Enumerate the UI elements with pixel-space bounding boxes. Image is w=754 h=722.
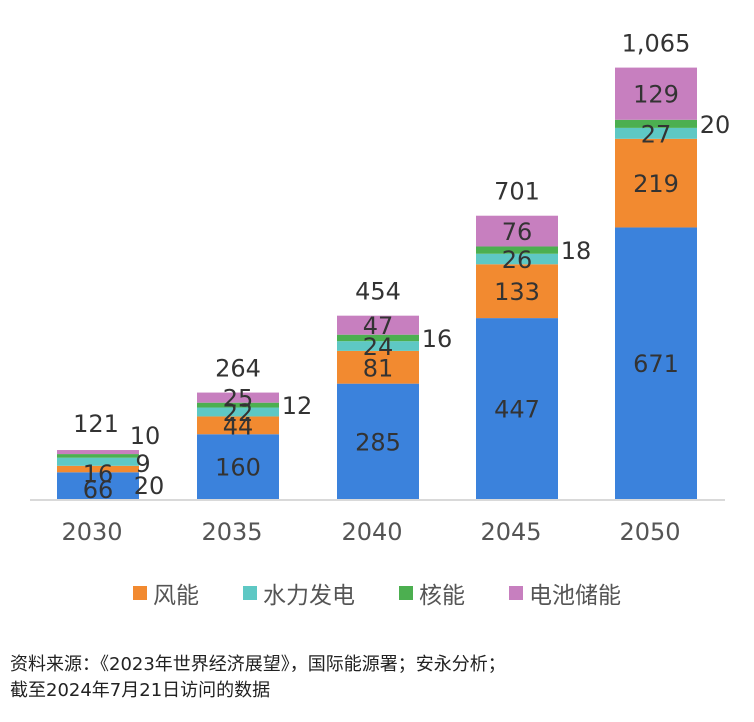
legend-item-wind: 风能 <box>133 576 199 610</box>
source-note: 资料来源：《2023年世界经济展望》，国际能源署；安永分析； 截至2024年7月… <box>10 652 506 704</box>
bar-segment-电池储能-2050 <box>615 67 697 120</box>
total-label: 264 <box>215 355 261 383</box>
segment-label: 9 <box>135 450 150 478</box>
x-tick-label: 2035 <box>201 518 262 546</box>
segment-label: 160 <box>215 454 261 482</box>
segment-label: 27 <box>641 120 672 148</box>
legend-swatch-hydro <box>243 586 257 600</box>
bar-segment-电池储能-2035 <box>197 392 279 403</box>
segment-label: 81 <box>363 354 394 382</box>
segment-label: 24 <box>363 333 394 361</box>
x-tick-label: 2050 <box>619 518 680 546</box>
segment-label: 26 <box>502 246 533 274</box>
legend-item-nuclear: 核能 <box>399 576 465 610</box>
legend-label-hydro: 水力发电 <box>263 583 355 609</box>
bar-segment-水力发电-2030 <box>57 457 139 466</box>
bar-segment-核能-2050 <box>615 119 697 128</box>
segment-label: 22 <box>223 399 254 427</box>
bar-segment-blue-2045 <box>476 318 558 499</box>
segment-label: 18 <box>561 237 592 265</box>
source-line-1: 资料来源：《2023年世界经济展望》，国际能源署；安永分析； <box>10 654 506 675</box>
total-label: 121 <box>73 410 119 438</box>
segment-label: 76 <box>502 218 533 246</box>
bar-segment-blue-2050 <box>615 227 697 499</box>
bar-segment-水力发电-2035 <box>197 407 279 417</box>
legend-item-hydro: 水力发电 <box>243 576 355 610</box>
segment-label: 671 <box>633 350 679 378</box>
segment-label: 44 <box>223 412 254 440</box>
total-label: 454 <box>355 278 401 306</box>
legend-swatch-wind <box>133 586 147 600</box>
segment-label: 129 <box>633 81 679 109</box>
bar-segment-blue-2030 <box>57 472 139 499</box>
segment-label: 66 <box>83 476 114 504</box>
segment-label: 20 <box>700 111 731 139</box>
segment-label: 285 <box>355 428 401 456</box>
segment-label: 133 <box>494 278 540 306</box>
x-tick-label: 2040 <box>341 518 402 546</box>
source-line-2: 截至2024年7月21日访问的数据 <box>10 680 271 701</box>
bar-segment-核能-2040 <box>337 334 419 342</box>
legend-label-wind: 风能 <box>153 583 199 609</box>
x-tick-label: 2045 <box>480 518 541 546</box>
segment-label: 16 <box>422 325 453 353</box>
bar-segment-电池储能-2040 <box>337 315 419 335</box>
bar-segment-核能-2030 <box>57 454 139 458</box>
bar-segment-blue-2040 <box>337 383 419 499</box>
bar-segment-blue-2035 <box>197 434 279 499</box>
legend-item-battery: 电池储能 <box>509 576 621 610</box>
segment-label: 12 <box>282 392 313 420</box>
bar-segment-水力发电-2040 <box>337 341 419 351</box>
bar-segment-风能-2030 <box>57 465 139 473</box>
bar-segment-核能-2045 <box>476 246 558 254</box>
x-tick-label: 2030 <box>61 518 122 546</box>
bar-segment-风能-2040 <box>337 350 419 384</box>
segment-label: 20 <box>134 472 165 500</box>
segment-label: 16 <box>83 460 114 488</box>
legend-label-nuclear: 核能 <box>419 583 465 609</box>
legend-swatch-nuclear <box>399 586 413 600</box>
bar-segment-风能-2045 <box>476 264 558 319</box>
bar-segment-电池储能-2030 <box>57 450 139 455</box>
bar-segment-水力发电-2050 <box>615 127 697 139</box>
legend-swatch-battery <box>509 586 523 600</box>
bar-segment-核能-2035 <box>197 402 279 408</box>
legend-label-battery: 电池储能 <box>529 583 621 609</box>
total-label: 701 <box>494 178 540 206</box>
segment-label: 10 <box>130 422 161 450</box>
segment-label: 47 <box>363 312 394 340</box>
bar-segment-风能-2050 <box>615 138 697 228</box>
bar-segment-电池储能-2045 <box>476 215 558 247</box>
segment-label: 219 <box>633 170 679 198</box>
segment-label: 25 <box>223 385 254 413</box>
chart-legend: 风能 水力发电 核能 电池储能 <box>0 576 754 610</box>
bar-segment-水力发电-2045 <box>476 253 558 265</box>
total-label: 1,065 <box>622 30 691 58</box>
bar-segment-风能-2035 <box>197 416 279 435</box>
segment-label: 447 <box>494 396 540 424</box>
